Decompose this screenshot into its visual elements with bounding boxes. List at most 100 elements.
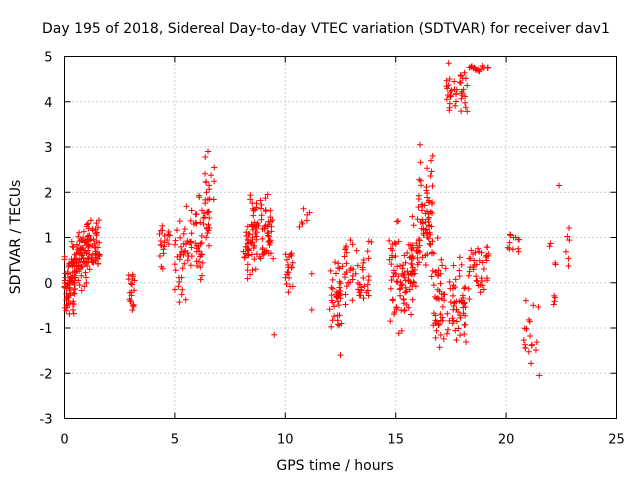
data-point [188, 230, 195, 237]
data-point [365, 292, 372, 299]
data-point [93, 232, 100, 239]
data-point [444, 330, 451, 337]
y-axis-label: SDTVAR / TECUs [8, 180, 24, 295]
data-point [429, 267, 436, 274]
data-point [429, 183, 436, 190]
data-point [63, 295, 70, 302]
data-point [261, 249, 268, 256]
data-point [176, 278, 183, 285]
data-point [427, 241, 434, 248]
data-point [161, 243, 168, 250]
data-point [68, 238, 75, 245]
data-point [461, 322, 468, 329]
data-point [89, 226, 96, 233]
data-point [446, 278, 453, 285]
data-point [182, 296, 189, 303]
data-point [446, 100, 453, 107]
data-point [520, 337, 527, 344]
data-point [66, 292, 73, 299]
data-point [180, 251, 187, 258]
data-point [271, 331, 278, 338]
data-point [187, 217, 194, 224]
data-point [533, 339, 540, 346]
data-point [435, 322, 442, 329]
data-point [203, 234, 210, 241]
data-point [522, 297, 529, 304]
data-point [331, 313, 338, 320]
data-point [433, 268, 440, 275]
data-point [459, 90, 466, 97]
data-point [450, 282, 457, 289]
data-point [245, 251, 252, 258]
data-point [202, 200, 209, 207]
data-point [428, 168, 435, 175]
data-point [415, 192, 422, 199]
data-point [336, 284, 343, 291]
data-point [178, 291, 185, 298]
data-point [287, 283, 294, 290]
data-point [267, 250, 274, 257]
data-point [241, 254, 248, 261]
data-point [353, 247, 360, 254]
data-point [462, 284, 469, 291]
data-point [425, 235, 432, 242]
data-point [506, 239, 513, 246]
data-point [127, 280, 134, 287]
data-point [70, 243, 77, 250]
data-point [161, 232, 168, 239]
data-point [259, 246, 266, 253]
data-point [453, 306, 460, 313]
data-point [175, 283, 182, 290]
data-point [341, 253, 348, 260]
data-point [389, 297, 396, 304]
data-point [68, 277, 75, 284]
data-point [195, 192, 202, 199]
data-point [172, 267, 179, 274]
data-point [438, 256, 445, 263]
data-point [70, 289, 77, 296]
data-point [412, 283, 419, 290]
data-point [457, 314, 464, 321]
data-point [347, 237, 354, 244]
data-point [157, 241, 164, 248]
data-point [535, 304, 542, 311]
data-point [464, 82, 471, 89]
data-point [477, 289, 484, 296]
data-point [566, 237, 573, 244]
data-point [457, 79, 464, 86]
y-tick-label: 2 [44, 186, 52, 201]
y-tick-label: -2 [40, 367, 53, 382]
data-point [525, 348, 532, 355]
data-point [184, 238, 191, 245]
data-point [264, 191, 271, 198]
data-point [406, 254, 413, 261]
data-point [258, 201, 265, 208]
data-point [259, 235, 266, 242]
data-point [129, 307, 136, 314]
data-point [360, 274, 367, 281]
data-point [75, 262, 82, 269]
data-point [128, 292, 135, 299]
y-tick-label: -3 [40, 413, 53, 428]
data-point [464, 108, 471, 115]
data-point [93, 220, 100, 227]
data-point [76, 229, 83, 236]
data-point [405, 271, 412, 278]
data-point [450, 292, 457, 299]
data-point [349, 297, 356, 304]
data-point [81, 283, 88, 290]
data-point [286, 253, 293, 260]
data-point [253, 251, 260, 258]
data-point [449, 320, 456, 327]
data-point [85, 255, 92, 262]
data-point [475, 282, 482, 289]
data-point [409, 242, 416, 249]
data-point [470, 266, 477, 273]
data-point [64, 270, 71, 277]
data-point [86, 251, 93, 258]
data-point [89, 227, 96, 234]
data-point [394, 263, 401, 270]
data-point [440, 291, 447, 298]
data-point [349, 241, 356, 248]
data-point [408, 260, 415, 267]
